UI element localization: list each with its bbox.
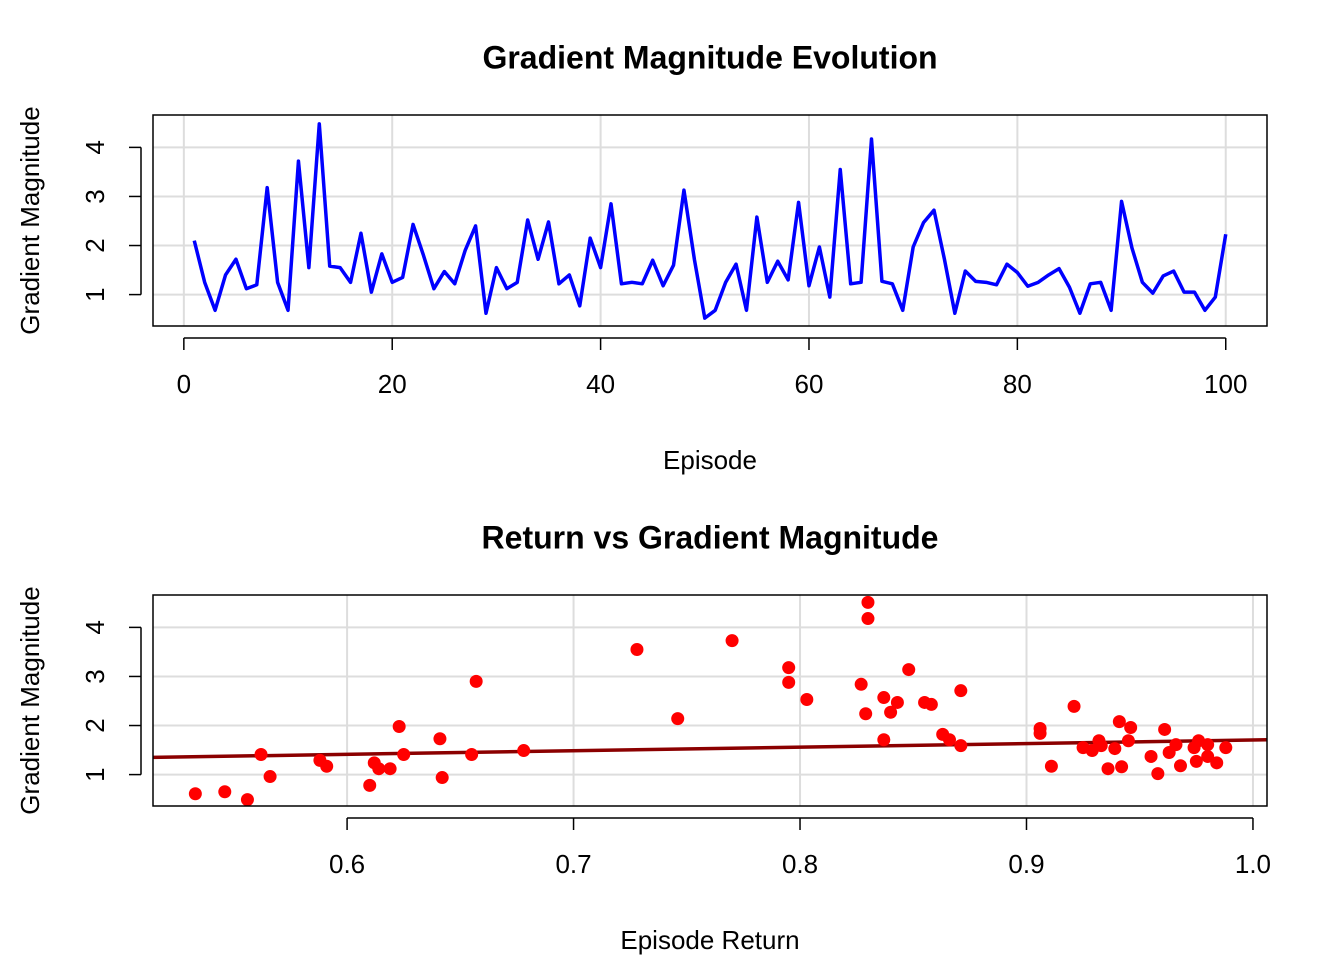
y-tick-label: 1 — [80, 767, 110, 781]
x-tick-label: 100 — [1204, 369, 1247, 399]
data-point — [954, 739, 968, 753]
data-point — [1033, 726, 1047, 740]
data-point — [630, 642, 644, 656]
data-point — [469, 674, 483, 688]
data-point — [1169, 738, 1183, 752]
data-point — [1219, 741, 1233, 755]
y-tick-label: 2 — [80, 718, 110, 732]
data-point — [854, 677, 868, 691]
x-tick-label: 0.8 — [782, 849, 818, 879]
data-point — [782, 675, 796, 689]
data-point — [465, 747, 479, 761]
chart-panel: Return vs Gradient Magnitude Episode Retu… — [15, 519, 1271, 954]
data-point — [861, 595, 875, 609]
plot-frame — [152, 114, 1268, 327]
x-tick-label: 1.0 — [1235, 849, 1271, 879]
data-point — [782, 661, 796, 675]
data-point — [1158, 722, 1172, 736]
y-tick-label: 2 — [80, 238, 110, 252]
data-point — [861, 612, 875, 626]
data-point — [1173, 759, 1187, 773]
x-tick-label: 60 — [795, 369, 824, 399]
x-tick-label: 0.6 — [329, 849, 365, 879]
data-point — [254, 747, 268, 761]
x-tick-label: 0 — [177, 369, 191, 399]
x-tick-label: 80 — [1003, 369, 1032, 399]
data-point — [890, 695, 904, 709]
y-tick-label: 4 — [80, 140, 110, 154]
chart-title: Return vs Gradient Magnitude — [482, 519, 939, 555]
data-point — [877, 691, 891, 705]
data-line — [192, 122, 1228, 320]
data-point — [363, 778, 377, 792]
data-point — [1115, 760, 1129, 774]
y-tick-label: 3 — [80, 189, 110, 203]
data-point — [240, 793, 254, 807]
data-point — [1124, 720, 1138, 734]
plot-frame — [152, 594, 1268, 807]
data-point — [924, 697, 938, 711]
y-axis-label: Gradient Magnitude — [15, 106, 45, 334]
data-point — [397, 747, 411, 761]
data-point — [1044, 759, 1058, 773]
y-axis-label: Gradient Magnitude — [15, 586, 45, 814]
data-point — [877, 733, 891, 747]
data-point — [671, 712, 685, 726]
data-point — [902, 663, 916, 677]
data-point — [884, 705, 898, 719]
data-point — [1101, 762, 1115, 776]
data-point — [954, 684, 968, 698]
data-point — [263, 770, 277, 784]
x-tick-label: 40 — [586, 369, 615, 399]
data-point — [942, 733, 956, 747]
data-point — [1094, 739, 1108, 753]
data-point — [1201, 749, 1215, 763]
data-point — [1210, 756, 1224, 770]
data-point — [1144, 749, 1158, 763]
data-point — [859, 707, 873, 721]
chart-title: Gradient Magnitude Evolution — [482, 39, 937, 75]
data-point — [218, 785, 232, 799]
data-point — [1151, 767, 1165, 781]
data-point — [1201, 738, 1215, 752]
data-point — [433, 732, 447, 746]
data-point — [1067, 699, 1081, 713]
data-point — [1112, 715, 1126, 729]
x-axis-label: Episode Return — [620, 925, 799, 955]
y-tick-label: 3 — [80, 669, 110, 683]
data-point — [435, 771, 449, 785]
data-point — [1108, 742, 1122, 756]
data-point — [800, 693, 814, 707]
data-point — [320, 759, 334, 773]
data-point — [372, 762, 386, 776]
x-axis-label: Episode — [663, 445, 757, 475]
data-point — [1189, 754, 1203, 768]
y-tick-label: 4 — [80, 620, 110, 634]
data-point — [188, 787, 202, 801]
data-point — [383, 762, 397, 776]
y-tick-label: 1 — [80, 287, 110, 301]
x-tick-label: 0.7 — [555, 849, 591, 879]
x-tick-label: 20 — [378, 369, 407, 399]
data-point — [517, 744, 531, 758]
chart-panel: Gradient Magnitude Evolution Episode Gradi… — [15, 39, 1268, 475]
x-tick-label: 0.9 — [1008, 849, 1044, 879]
data-point — [392, 720, 406, 734]
data-point — [1121, 734, 1135, 748]
data-point — [725, 634, 739, 648]
